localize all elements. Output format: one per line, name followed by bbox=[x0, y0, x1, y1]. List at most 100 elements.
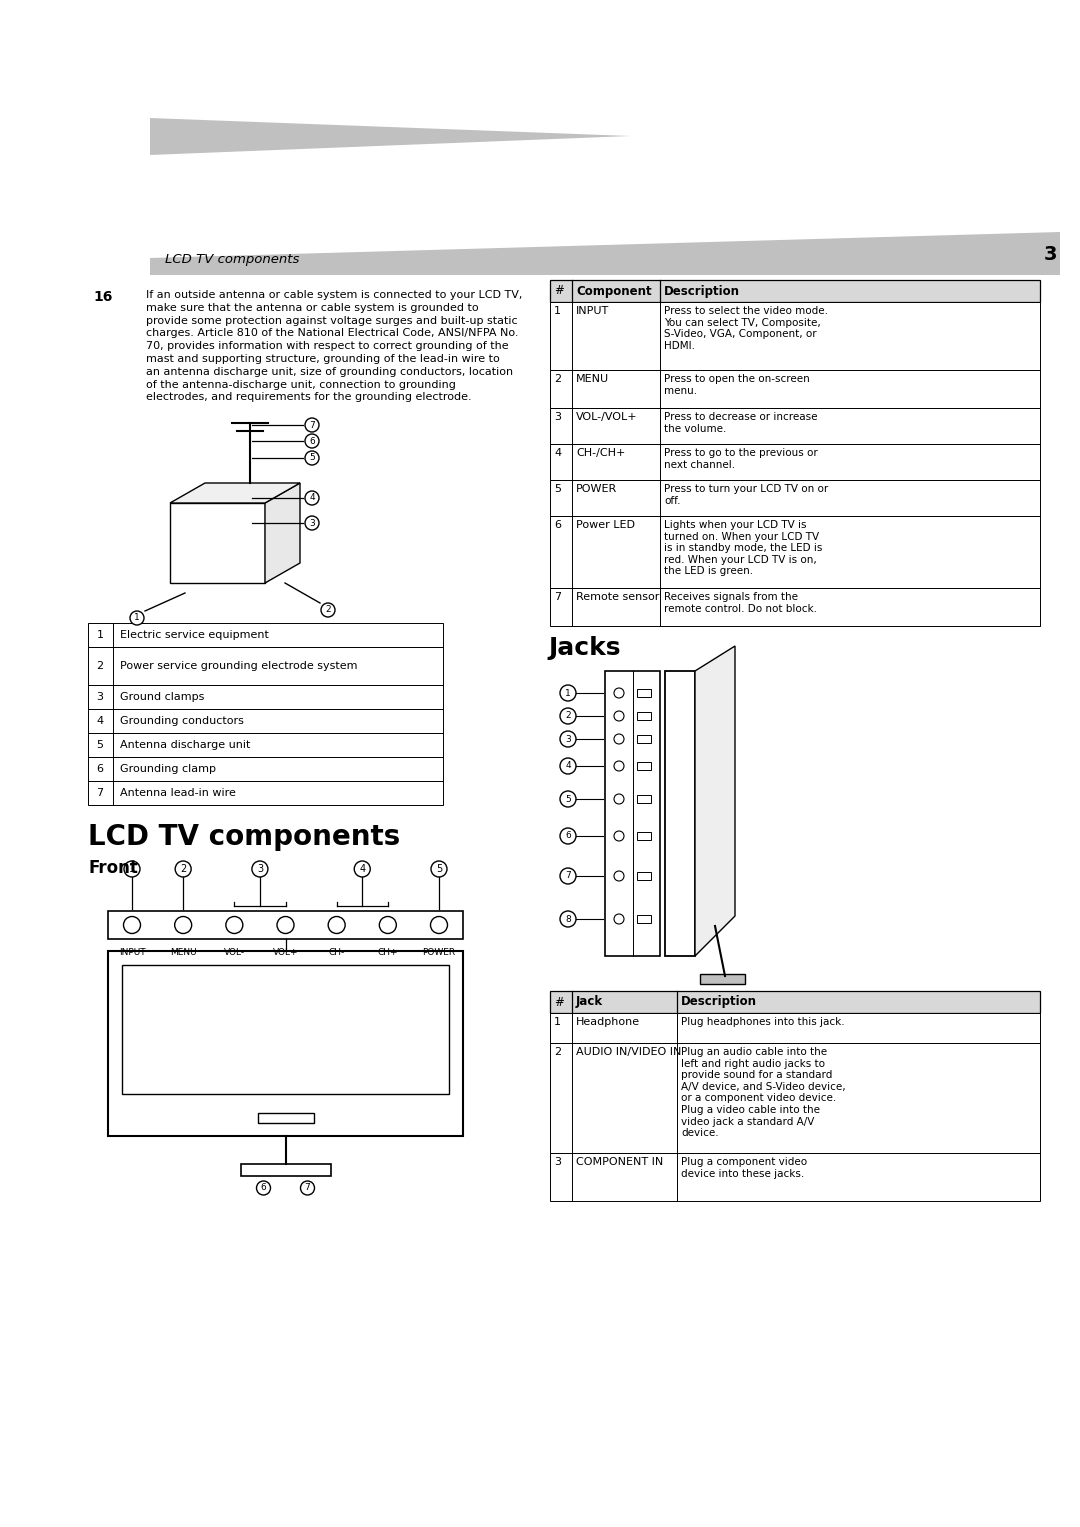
Text: Press to decrease or increase
the volume.: Press to decrease or increase the volume… bbox=[664, 412, 818, 434]
Text: LCD TV components: LCD TV components bbox=[87, 823, 401, 851]
Circle shape bbox=[561, 867, 576, 884]
Text: CH-: CH- bbox=[328, 948, 345, 957]
Text: AUDIO IN/VIDEO IN: AUDIO IN/VIDEO IN bbox=[576, 1048, 681, 1057]
Bar bbox=[87, 686, 443, 709]
Text: 1: 1 bbox=[554, 1017, 561, 1028]
Bar bbox=[122, 965, 449, 1093]
Circle shape bbox=[431, 861, 447, 876]
Circle shape bbox=[615, 870, 624, 881]
Text: 3: 3 bbox=[554, 412, 561, 421]
Text: MENU: MENU bbox=[170, 948, 197, 957]
Bar bbox=[637, 796, 651, 803]
Circle shape bbox=[561, 791, 576, 806]
Bar bbox=[550, 370, 1040, 408]
Circle shape bbox=[226, 916, 243, 933]
Text: Ground clamps: Ground clamps bbox=[120, 692, 204, 702]
Circle shape bbox=[431, 916, 447, 933]
Text: 3: 3 bbox=[554, 1157, 561, 1167]
Text: Jacks: Jacks bbox=[548, 637, 621, 660]
Text: 2: 2 bbox=[565, 712, 571, 721]
Text: 6: 6 bbox=[309, 437, 315, 446]
Text: #: # bbox=[554, 996, 564, 1008]
Circle shape bbox=[615, 734, 624, 744]
Bar bbox=[87, 757, 443, 780]
Circle shape bbox=[175, 861, 191, 876]
Text: CH-/CH+: CH-/CH+ bbox=[576, 447, 625, 458]
Bar bbox=[550, 479, 1040, 516]
Bar bbox=[637, 915, 651, 922]
Circle shape bbox=[276, 916, 294, 933]
Text: MENU: MENU bbox=[576, 374, 609, 383]
Polygon shape bbox=[696, 646, 735, 956]
Text: Description: Description bbox=[681, 996, 757, 1008]
Circle shape bbox=[328, 916, 346, 933]
Circle shape bbox=[300, 1180, 314, 1196]
Text: 7: 7 bbox=[554, 592, 562, 602]
Circle shape bbox=[615, 760, 624, 771]
Bar bbox=[257, 1113, 313, 1122]
Circle shape bbox=[615, 831, 624, 841]
Text: INPUT: INPUT bbox=[576, 305, 609, 316]
Text: 7: 7 bbox=[309, 420, 315, 429]
Circle shape bbox=[123, 916, 140, 933]
Text: Remote sensor: Remote sensor bbox=[576, 592, 660, 602]
Text: #: # bbox=[554, 284, 564, 298]
Bar bbox=[550, 279, 1040, 302]
Text: 3: 3 bbox=[96, 692, 104, 702]
Bar bbox=[170, 502, 265, 583]
Bar bbox=[550, 444, 1040, 479]
Circle shape bbox=[561, 686, 576, 701]
Text: Lights when your LCD TV is
turned on. When your LCD TV
is in standby mode, the L: Lights when your LCD TV is turned on. Wh… bbox=[664, 521, 822, 576]
Text: 1: 1 bbox=[96, 631, 104, 640]
Text: 6: 6 bbox=[565, 832, 571, 840]
Text: 6: 6 bbox=[554, 521, 561, 530]
Text: Description: Description bbox=[664, 284, 740, 298]
Text: Antenna discharge unit: Antenna discharge unit bbox=[120, 741, 251, 750]
Text: VOL-: VOL- bbox=[224, 948, 245, 957]
Bar bbox=[637, 872, 651, 880]
Text: 1: 1 bbox=[134, 614, 140, 623]
Circle shape bbox=[561, 912, 576, 927]
Text: 5: 5 bbox=[96, 741, 104, 750]
Circle shape bbox=[321, 603, 335, 617]
Circle shape bbox=[379, 916, 396, 933]
Text: 7: 7 bbox=[565, 872, 571, 881]
Bar bbox=[87, 647, 443, 686]
Circle shape bbox=[257, 1180, 270, 1196]
Text: INPUT: INPUT bbox=[119, 948, 146, 957]
Circle shape bbox=[615, 794, 624, 805]
Circle shape bbox=[305, 516, 319, 530]
Text: 4: 4 bbox=[309, 493, 314, 502]
Circle shape bbox=[561, 757, 576, 774]
Text: Press to turn your LCD TV on or
off.: Press to turn your LCD TV on or off. bbox=[664, 484, 828, 505]
Text: 5: 5 bbox=[565, 794, 571, 803]
Bar bbox=[637, 689, 651, 696]
Text: Headphone: Headphone bbox=[576, 1017, 640, 1028]
Text: 3: 3 bbox=[257, 864, 262, 873]
Text: 2: 2 bbox=[96, 661, 104, 670]
Text: Press to open the on-screen
menu.: Press to open the on-screen menu. bbox=[664, 374, 810, 395]
Text: COMPONENT IN: COMPONENT IN bbox=[576, 1157, 663, 1167]
Text: CH+: CH+ bbox=[378, 948, 399, 957]
Polygon shape bbox=[170, 483, 300, 502]
Bar bbox=[550, 302, 1040, 370]
Text: 5: 5 bbox=[309, 454, 315, 463]
Text: 6: 6 bbox=[260, 1183, 267, 1193]
Text: Receives signals from the
remote control. Do not block.: Receives signals from the remote control… bbox=[664, 592, 816, 614]
Circle shape bbox=[615, 712, 624, 721]
Polygon shape bbox=[150, 118, 630, 156]
Bar bbox=[637, 712, 651, 721]
Text: 1: 1 bbox=[129, 864, 135, 873]
Bar bbox=[241, 1164, 330, 1176]
Text: VOL-/VOL+: VOL-/VOL+ bbox=[576, 412, 637, 421]
Text: 3: 3 bbox=[565, 734, 571, 744]
Circle shape bbox=[354, 861, 370, 876]
Text: Power service grounding electrode system: Power service grounding electrode system bbox=[120, 661, 357, 670]
Bar bbox=[108, 951, 463, 1136]
Text: VOL+: VOL+ bbox=[273, 948, 298, 957]
Circle shape bbox=[305, 418, 319, 432]
Bar bbox=[637, 762, 651, 770]
Text: Plug headphones into this jack.: Plug headphones into this jack. bbox=[681, 1017, 845, 1028]
Bar bbox=[87, 780, 443, 805]
Text: 16: 16 bbox=[93, 290, 112, 304]
